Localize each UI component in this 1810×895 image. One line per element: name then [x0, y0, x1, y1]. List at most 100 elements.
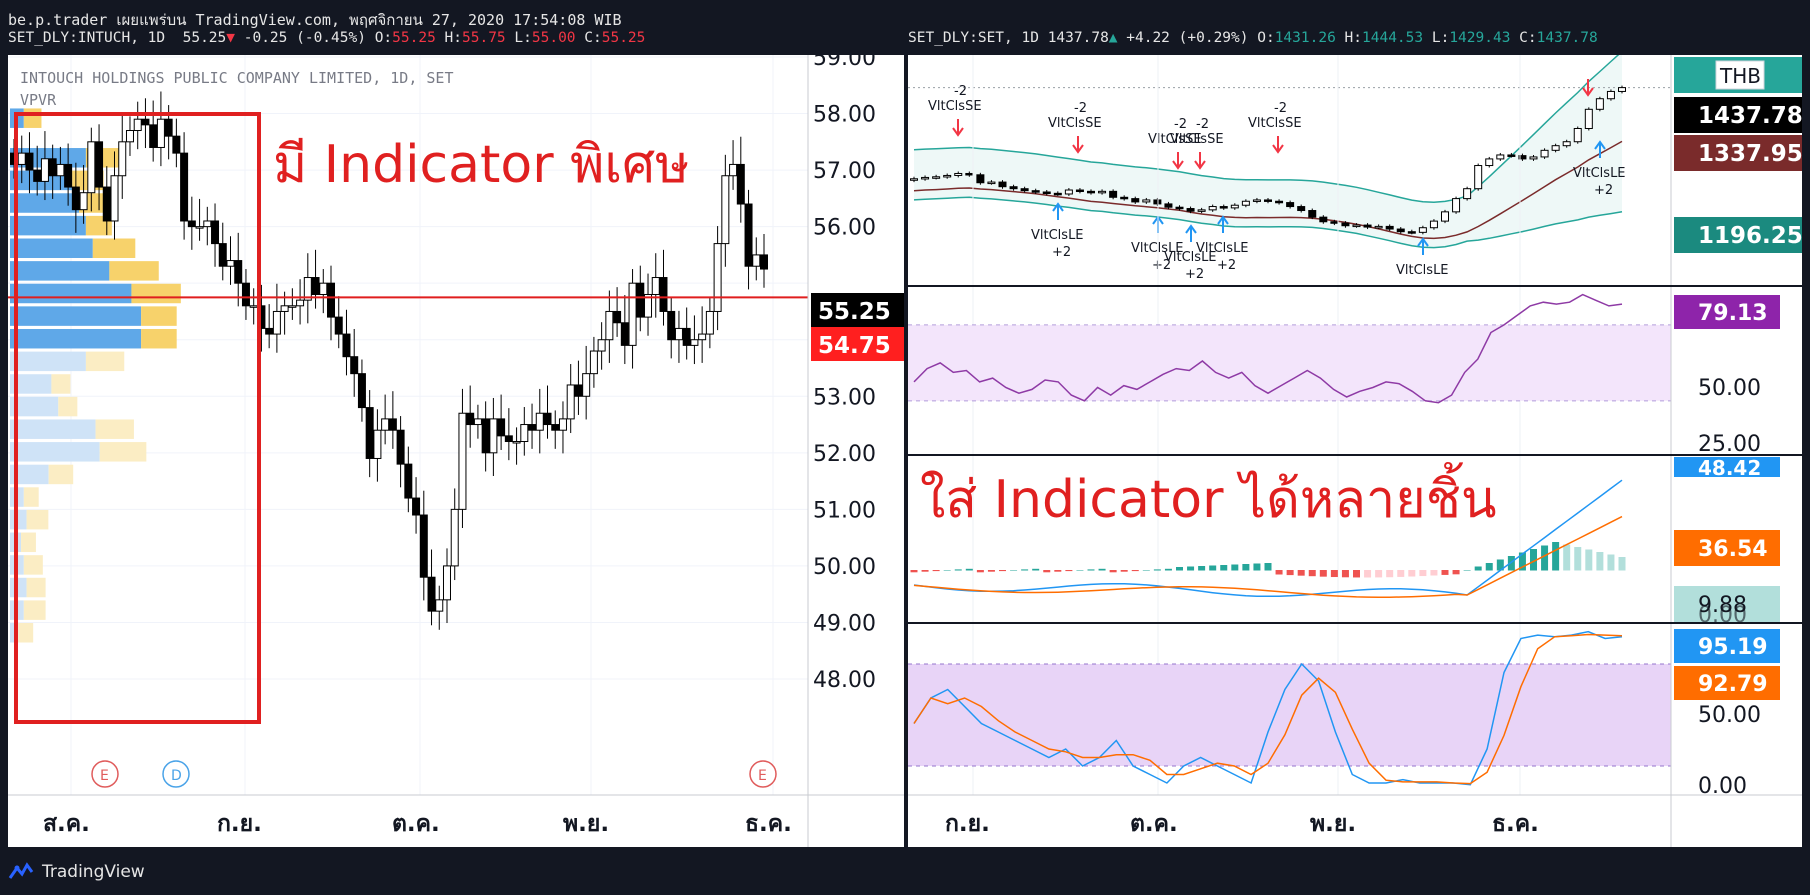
candle — [1042, 191, 1051, 194]
vpvr-up-bar — [10, 283, 132, 304]
macd-line — [913, 479, 1623, 598]
left-down-arrow-icon: ▼ — [226, 30, 235, 46]
last-price-tag — [811, 293, 904, 327]
vpvr-up-bar — [10, 306, 142, 326]
candle — [1153, 199, 1162, 205]
left-chart-svg[interactable]: มี Indicator พิเศษ INTOUCH HOLDINGS PUBL… — [8, 46, 904, 847]
vpvr-down-bar — [141, 306, 177, 326]
left-time-axis[interactable]: ส.ค. ก.ย. ต.ค. พ.ย. ธ.ค. — [43, 811, 792, 837]
macd-histogram-bar — [1441, 570, 1449, 575]
candle — [605, 310, 614, 341]
candle — [1562, 141, 1571, 147]
candle — [744, 203, 753, 267]
right-time-axis[interactable]: ก.ย. ต.ค. พ.ย. ธ.ค. — [945, 811, 1539, 837]
macd-histogram-bar — [1131, 570, 1139, 572]
macd-histogram-bar — [1187, 566, 1195, 571]
candle — [1186, 208, 1195, 212]
stoch-d-tag — [1674, 666, 1780, 700]
left-price-axis[interactable]: 59.0058.0057.0056.0054.0053.0052.0051.00… — [813, 46, 876, 693]
vpvr-down-bar — [141, 328, 177, 349]
currency-label: THB — [1719, 64, 1761, 88]
macd-histogram-bar — [1065, 570, 1073, 572]
short-signal-name: VltClsSE — [1248, 116, 1302, 131]
candle — [1407, 231, 1416, 234]
candle — [381, 418, 390, 431]
time-label: ก.ย. — [945, 811, 990, 837]
candle — [1053, 192, 1062, 196]
macd-histogram-bar — [1585, 549, 1593, 571]
vpvr-down-bar — [51, 374, 71, 394]
candle — [280, 305, 289, 312]
short-signal-arrow-icon — [952, 119, 964, 137]
candle — [458, 412, 467, 510]
short-signal-name: VltClsSE — [1170, 132, 1224, 147]
macd-histogram-bar — [1408, 570, 1416, 577]
candle — [659, 277, 668, 312]
left-open: 55.25 — [392, 30, 436, 46]
macd-histogram-bar — [976, 570, 984, 573]
long-signal-arrow-icon — [1417, 237, 1429, 255]
macd-histogram-bar — [1275, 570, 1283, 575]
candle — [1396, 228, 1405, 233]
candle — [1087, 190, 1095, 194]
candle — [25, 152, 34, 171]
macd-histogram-bar — [1164, 568, 1172, 571]
candle — [1241, 200, 1250, 206]
right-price-tags: THB 1437.78 1337.95 1196.25 79.13 50.00 25.004… — [1674, 57, 1803, 799]
macd-histogram-bar — [1485, 563, 1493, 571]
vpvr-up-bar — [10, 396, 59, 417]
event-marker-icon[interactable] — [749, 760, 777, 788]
rsi-pane — [908, 293, 1671, 404]
candle — [141, 118, 150, 126]
candle — [466, 412, 475, 426]
vpvr-down-bar — [18, 623, 34, 643]
macd-histogram-bar — [1375, 570, 1383, 578]
candle — [1540, 149, 1549, 158]
long-signal-arrow-icon — [1052, 202, 1064, 220]
left-chart-panel[interactable]: มี Indicator พิเศษ INTOUCH HOLDINGS PUBL… — [8, 46, 904, 847]
candle — [636, 282, 645, 318]
candle — [987, 181, 996, 185]
right-open: 1431.26 — [1274, 30, 1336, 46]
right-chart-panel[interactable]: -2 VltClsSE -2 VltClsSE -2 VltClsSE -2 VltClsSE… — [908, 44, 1803, 847]
macd-histogram-bar — [1264, 563, 1272, 571]
right-symbol[interactable]: SET_DLY:SET, 1D — [908, 30, 1039, 46]
macd-histogram-bar — [1474, 566, 1482, 571]
right-c-label: C: — [1519, 30, 1537, 46]
candle — [404, 463, 413, 499]
candle — [450, 508, 459, 567]
tradingview-logo-icon[interactable] — [8, 862, 34, 882]
event-marker-icon[interactable] — [162, 760, 190, 788]
right-o-label: O: — [1257, 30, 1275, 46]
event-marker-icon[interactable] — [91, 760, 119, 788]
candle — [582, 373, 591, 397]
candle — [296, 299, 305, 307]
time-label: ธ.ค. — [745, 811, 792, 837]
candle — [932, 176, 941, 179]
footer-brand[interactable]: TradingView — [42, 862, 145, 882]
bollinger-upper — [913, 50, 1623, 203]
macd-histogram-bar — [1552, 542, 1560, 571]
candle — [1452, 198, 1461, 213]
candle — [1551, 145, 1560, 151]
candle — [396, 429, 405, 465]
vpvr-up-bar — [10, 464, 49, 485]
stoch-tick: 0.00 — [1698, 774, 1747, 799]
candle — [373, 429, 382, 459]
macd-histogram-bar — [1120, 570, 1128, 572]
candle — [149, 124, 158, 148]
macd-histogram-bar — [965, 568, 973, 571]
macd-histogram-bar — [1618, 557, 1626, 571]
candle — [1031, 190, 1040, 193]
left-close: 55.25 — [601, 30, 646, 46]
currency-badge[interactable] — [1715, 60, 1765, 90]
left-symbol[interactable]: SET_DLY:INTUCH, 1D — [8, 30, 166, 46]
candle — [489, 418, 498, 454]
vpvr-up-bar — [10, 374, 52, 394]
vpvr-legend[interactable]: VPVR — [20, 91, 57, 109]
last-price-tag-text: 1437.78 — [1698, 103, 1802, 129]
vpvr-up-bar — [10, 509, 27, 530]
candle — [288, 305, 297, 308]
candle — [156, 118, 165, 148]
